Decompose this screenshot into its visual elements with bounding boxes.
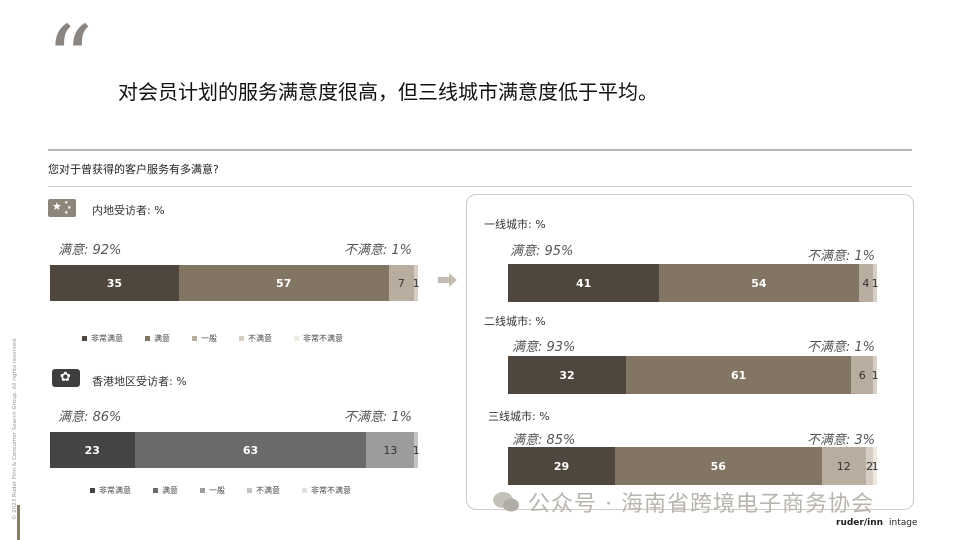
tier1-city-label: 一线城市: % xyxy=(484,218,546,231)
legend-label: 满意 xyxy=(154,334,170,343)
tier2-satisfied-label: 满意: 93% xyxy=(512,340,576,355)
mainland-unsatisfied-label: 不满意: 1% xyxy=(343,243,412,258)
hong-kong-unsatisfied-label: 不满意: 1% xyxy=(343,410,412,425)
brand-logos: ruder/inn intage xyxy=(836,518,918,528)
tier1-unsatisfied-label: 不满意: 1% xyxy=(806,249,875,264)
bar-segment-3: 7 xyxy=(388,265,415,301)
legend-label: 不满意 xyxy=(256,486,280,495)
hong-kong-legend: 非常满意 满意 一般 不满意 非常不满意 xyxy=(90,485,351,496)
tier3-satisfied-label: 满意: 85% xyxy=(512,433,576,448)
legend-item: 非常满意 xyxy=(82,333,123,344)
legend-item: 非常不满意 xyxy=(294,333,343,344)
arrow-right-icon xyxy=(438,273,457,287)
legend-label: 一般 xyxy=(201,334,217,343)
city-tier-panel xyxy=(466,194,914,510)
hong-kong-satisfied-label: 满意: 86% xyxy=(58,410,122,425)
legend-label: 满意 xyxy=(162,486,178,495)
legend-swatch xyxy=(239,336,244,341)
legend-swatch xyxy=(145,336,150,341)
tier1-stacked-bar: 41 54 4 1 xyxy=(508,264,879,302)
legend-item: 不满意 xyxy=(239,333,272,344)
tier2-unsatisfied-label: 不满意: 1% xyxy=(806,340,875,355)
bar-segment-3: 12 xyxy=(821,447,866,485)
divider-question xyxy=(48,186,912,187)
tier3-city-label: 三线城市: % xyxy=(488,410,550,423)
survey-question: 您对于曾获得的客户服务有多满意? xyxy=(48,163,219,176)
mainland-legend: 非常满意 满意 一般 不满意 非常不满意 xyxy=(82,333,343,344)
tier3-unsatisfied-label: 不满意: 3% xyxy=(806,433,875,448)
china-flag-icon: ★ ★ ★ ★ xyxy=(48,199,76,217)
tier2-city-label: 二线城市: % xyxy=(484,315,546,328)
mainland-group-label: 内地受访者: % xyxy=(92,204,165,217)
bar-segment-5: 1 xyxy=(872,447,879,485)
legend-swatch xyxy=(200,488,205,493)
legend-swatch xyxy=(247,488,252,493)
watermark: 公众号 · 海南省跨境电子商务协会 xyxy=(492,486,874,518)
legend-swatch xyxy=(294,336,299,341)
mainland-satisfied-label: 满意: 92% xyxy=(58,243,122,258)
legend-item: 非常满意 xyxy=(90,485,131,496)
bar-segment-4: 1 xyxy=(872,356,879,394)
legend-item: 一般 xyxy=(200,485,225,496)
side-accent-bar xyxy=(17,505,20,540)
legend-swatch xyxy=(153,488,158,493)
tier1-satisfied-label: 满意: 95% xyxy=(510,244,574,259)
ruder-finn-logo: ruder/inn xyxy=(836,518,884,528)
legend-item: 一般 xyxy=(192,333,217,344)
divider-top xyxy=(48,149,912,151)
bar-segment-4: 1 xyxy=(413,432,420,468)
copyright-notice: © 2023 Ruder Finn & Consumer Search Grou… xyxy=(12,337,18,520)
bar-segment-1: 29 xyxy=(508,447,615,485)
hong-kong-group-label: 香港地区受访者: % xyxy=(92,375,187,388)
legend-label: 非常满意 xyxy=(91,334,123,343)
wechat-icon xyxy=(493,492,519,512)
legend-item: 满意 xyxy=(153,485,178,496)
bar-segment-3: 13 xyxy=(366,432,415,468)
legend-item: 不满意 xyxy=(247,485,280,496)
hong-kong-flag-icon: ✿ xyxy=(52,369,80,387)
bar-segment-3: 6 xyxy=(851,356,874,394)
bar-segment-3: 4 xyxy=(858,264,874,302)
bar-segment-4: 1 xyxy=(413,265,420,301)
bar-segment-4: 1 xyxy=(872,264,879,302)
mainland-stacked-bar: 35 57 7 1 xyxy=(50,265,420,301)
hong-kong-stacked-bar: 23 63 13 1 xyxy=(50,432,420,468)
legend-label: 非常满意 xyxy=(99,486,131,495)
bar-segment-1: 35 xyxy=(50,265,179,301)
bar-segment-2: 54 xyxy=(659,264,859,302)
bar-segment-1: 32 xyxy=(508,356,627,394)
bar-segment-2: 56 xyxy=(615,447,822,485)
legend-swatch xyxy=(192,336,197,341)
intage-logo: intage xyxy=(889,518,918,528)
legend-swatch xyxy=(302,488,307,493)
legend-label: 非常不满意 xyxy=(303,334,343,343)
legend-item: 非常不满意 xyxy=(302,485,351,496)
legend-label: 非常不满意 xyxy=(311,486,351,495)
bar-segment-2: 61 xyxy=(626,356,852,394)
tier3-stacked-bar: 29 56 12 2 1 xyxy=(508,447,879,485)
bar-segment-2: 57 xyxy=(178,265,389,301)
legend-label: 不满意 xyxy=(248,334,272,343)
legend-item: 满意 xyxy=(145,333,170,344)
headline: 对会员计划的服务满意度很高，但三线城市满意度低于平均。 xyxy=(118,80,658,104)
legend-swatch xyxy=(82,336,87,341)
quote-mark-icon: “ xyxy=(46,6,94,113)
bar-segment-2: 63 xyxy=(134,432,367,468)
bar-segment-1: 41 xyxy=(508,264,660,302)
legend-swatch xyxy=(90,488,95,493)
bar-segment-1: 23 xyxy=(50,432,135,468)
tier2-stacked-bar: 32 61 6 1 xyxy=(508,356,879,394)
legend-label: 一般 xyxy=(209,486,225,495)
bar-segment-4: 2 xyxy=(865,447,874,485)
